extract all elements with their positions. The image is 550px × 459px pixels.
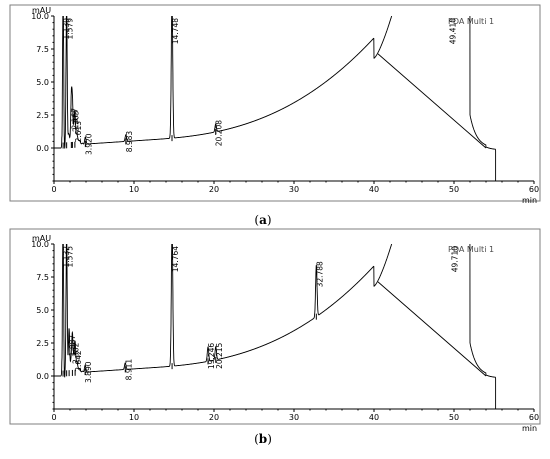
x-tick-label: 60	[529, 413, 539, 422]
y-tick-label: 5.0	[36, 78, 49, 87]
caption-open: (	[254, 432, 259, 446]
x-unit-label: min	[522, 424, 537, 433]
caption-close: )	[267, 432, 272, 446]
x-tick-label: 10	[129, 413, 139, 422]
caption-letter: a	[259, 213, 267, 227]
panel-frame	[9, 4, 541, 202]
x-tick-label: 20	[209, 413, 219, 422]
chromatogram-a: 0.0 2.5 5.0 7.5 10.0 0 10 20 30 40 50 60 mAU min PDA M…	[9, 4, 541, 227]
peak-label: 14.764	[171, 246, 180, 272]
peak-label: 2.642	[74, 350, 83, 372]
peak-label: 14.748	[171, 18, 180, 44]
legend-label: PDA Multi 1	[448, 245, 494, 254]
panel-caption: (a)	[254, 213, 271, 227]
y-unit-label: mAU	[32, 234, 51, 243]
x-tick-label: 0	[51, 413, 56, 422]
peak-label: 1.887	[68, 335, 77, 357]
chromatogram-b: 0.0 2.5 5.0 7.5 10.0 0 10 20 30 40 50 60 mAU min PDA M…	[9, 228, 541, 446]
legend-label: PDA Multi 1	[448, 17, 494, 26]
peak-label: 2.167	[70, 108, 79, 130]
peak-label: 19.246	[207, 343, 216, 369]
y-tick-label: 7.5	[36, 45, 49, 54]
y-tick-label: 2.5	[36, 339, 49, 348]
x-tick-label: 50	[449, 185, 459, 194]
x-tick-label: 10	[129, 185, 139, 194]
panel-frame	[9, 228, 541, 425]
caption-letter: b	[259, 432, 267, 446]
y-tick-label: 10.0	[31, 240, 49, 249]
x-tick-label: 60	[529, 185, 539, 194]
y-tick-label: 10.0	[31, 12, 49, 21]
caption-close: )	[267, 213, 272, 227]
y-unit-label: mAU	[32, 6, 51, 15]
x-tick-label: 20	[209, 185, 219, 194]
peak-label: 8.911	[124, 359, 133, 381]
y-tick-label: 2.5	[36, 111, 49, 120]
peak-label: 1.132	[62, 246, 71, 268]
y-tick-label: 0.0	[36, 144, 49, 153]
integration-baseline	[377, 53, 487, 149]
peak-label: 32.788	[315, 261, 324, 287]
y-tick-label: 5.0	[36, 306, 49, 315]
y-tick-label: 7.5	[36, 273, 49, 282]
peak-label: 8.983	[125, 131, 134, 153]
y-tick-label: 0.0	[36, 372, 49, 381]
integration-baseline	[377, 281, 487, 377]
peak-label: 49.410	[448, 18, 457, 44]
x-tick-label: 0	[51, 185, 56, 194]
peak-label: 1.575	[66, 246, 75, 268]
x-unit-label: min	[522, 196, 537, 205]
peak-label: 2.303	[71, 110, 80, 132]
x-tick-label: 40	[369, 185, 379, 194]
peak-label: 3.920	[84, 133, 93, 155]
peak-label: 2.302	[71, 342, 80, 364]
caption-open: (	[254, 213, 259, 227]
peak-label: 49.710	[451, 246, 460, 272]
x-tick-label: 50	[449, 413, 459, 422]
peak-label: 3.890	[84, 361, 93, 383]
peak-label: 20.208	[215, 120, 224, 146]
peak-label: 20.215	[215, 342, 224, 368]
x-tick-label: 30	[289, 413, 299, 422]
peak-label: 2.613	[74, 121, 83, 143]
panel-caption: (b)	[254, 432, 272, 446]
peak-label: 1.579	[66, 18, 75, 40]
peak-label: 1.139	[62, 18, 71, 40]
chromatogram-trace	[54, 244, 497, 409]
x-tick-label: 30	[289, 185, 299, 194]
x-tick-label: 40	[369, 413, 379, 422]
chromatogram-trace	[54, 16, 497, 181]
